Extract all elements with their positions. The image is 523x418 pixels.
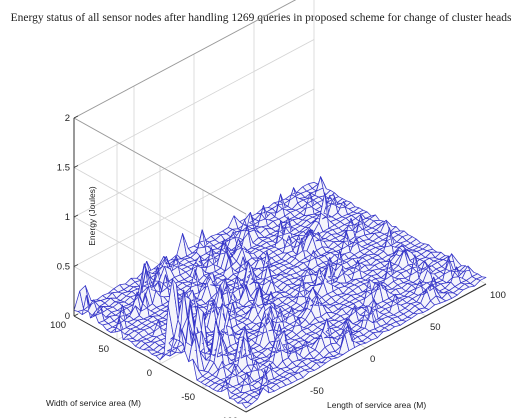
gridline-right-z (73, 88, 315, 218)
x-axis-label: Length of service area (M) (327, 400, 426, 410)
x-tick-label: 0 (370, 354, 375, 365)
z-tick (73, 264, 79, 267)
y-tick-label: 0 (147, 368, 152, 379)
x-tick-label: 50 (430, 322, 441, 333)
y-axis-label: Width of service area (M) (46, 398, 141, 408)
y-axis-line (73, 315, 247, 413)
axes-layer (73, 115, 487, 413)
box-edge (73, 117, 247, 215)
x-tick-label: -50 (310, 386, 324, 397)
z-tick (73, 165, 79, 168)
z-tick-label: 0 (65, 311, 70, 322)
surface-layer (73, 176, 487, 409)
z-tick-label: 1 (65, 212, 70, 223)
z-tick (73, 313, 79, 317)
y-tick-label: 50 (98, 344, 109, 355)
box-edge (73, 0, 297, 119)
z-axis-label: Energy (Joules) (87, 186, 97, 246)
z-tick (73, 214, 79, 218)
z-tick (73, 115, 79, 119)
x-tick-label: 100 (490, 290, 506, 301)
surface-cell (475, 276, 487, 281)
z-tick-label: 0.5 (57, 262, 70, 273)
z-tick-label: 1.5 (57, 163, 70, 174)
z-tick-label: 2 (65, 113, 70, 124)
gridline-right-z (73, 39, 315, 168)
x-axis-line (245, 283, 487, 413)
y-tick-label: -100 (219, 416, 238, 418)
y-tick-label: -50 (181, 392, 195, 403)
gridline-right-z (73, 138, 315, 267)
y-tick-label: 100 (50, 320, 66, 331)
